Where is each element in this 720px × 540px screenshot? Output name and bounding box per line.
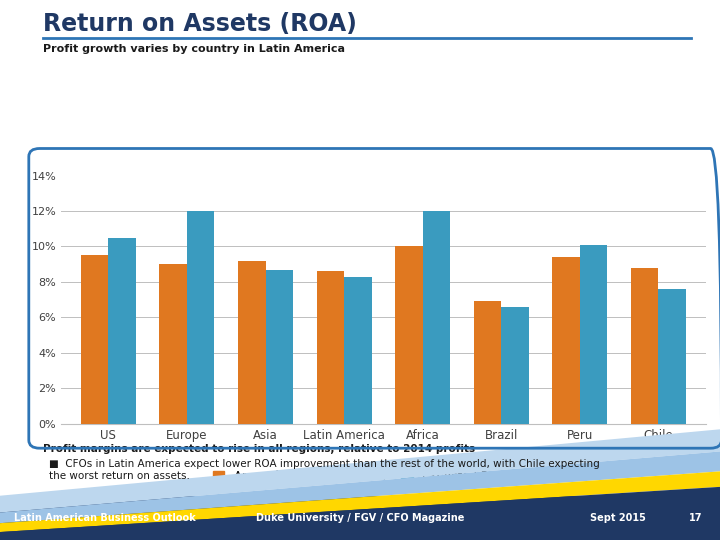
Text: ■  CFOs in Latin America expect lower ROA improvement than the rest of the world: ■ CFOs in Latin America expect lower ROA… <box>49 459 600 481</box>
Bar <box>631 268 659 424</box>
Bar <box>266 269 293 424</box>
Bar <box>344 276 372 424</box>
Text: Latin American Business Outlook: Latin American Business Outlook <box>14 513 196 523</box>
Bar <box>501 307 528 424</box>
Bar <box>395 246 423 424</box>
Bar <box>580 245 608 424</box>
Bar <box>552 257 580 424</box>
Text: Profit growth varies by country in Latin America: Profit growth varies by country in Latin… <box>43 44 345 55</box>
Bar <box>317 271 344 424</box>
Bar <box>423 211 450 424</box>
Bar <box>187 211 215 424</box>
Bar <box>238 261 266 424</box>
Bar <box>659 289 686 424</box>
Legend: Approximate ROA in 2014, Expected ROA in 2015: Approximate ROA in 2014, Expected ROA in… <box>212 470 554 483</box>
Bar <box>474 301 501 424</box>
Bar <box>159 264 187 424</box>
Text: Duke University / FGV / CFO Magazine: Duke University / FGV / CFO Magazine <box>256 513 464 523</box>
Text: Sept 2015: Sept 2015 <box>590 513 647 523</box>
Bar <box>108 238 136 424</box>
Bar <box>81 255 108 424</box>
Text: Profit margins are expected to rise in all regions, relative to 2014 profits: Profit margins are expected to rise in a… <box>43 444 475 454</box>
Text: 17: 17 <box>688 513 702 523</box>
Text: Return on Assets (ROA): Return on Assets (ROA) <box>43 12 357 36</box>
